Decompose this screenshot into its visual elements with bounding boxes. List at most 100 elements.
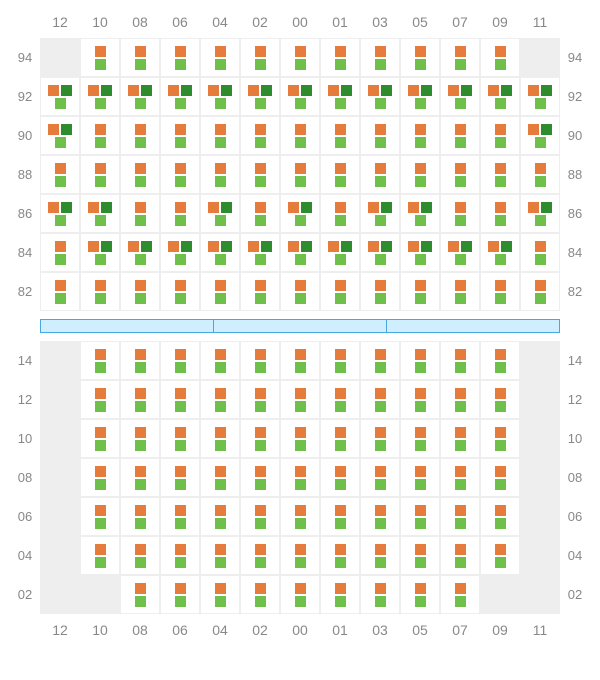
slot-cell[interactable] — [240, 497, 280, 536]
slot-cell[interactable] — [320, 116, 360, 155]
slot-cell[interactable] — [280, 575, 320, 614]
slot-cell[interactable] — [400, 575, 440, 614]
slot-cell[interactable] — [200, 458, 240, 497]
slot-cell[interactable] — [360, 497, 400, 536]
slot-cell[interactable] — [360, 536, 400, 575]
slot-cell[interactable] — [320, 77, 360, 116]
slot-cell[interactable] — [520, 341, 560, 380]
slot-cell[interactable] — [400, 497, 440, 536]
slot-cell[interactable] — [40, 536, 80, 575]
slot-cell[interactable] — [520, 419, 560, 458]
slot-cell[interactable] — [240, 77, 280, 116]
slot-cell[interactable] — [160, 341, 200, 380]
slot-cell[interactable] — [400, 38, 440, 77]
slot-cell[interactable] — [80, 272, 120, 311]
slot-cell[interactable] — [280, 77, 320, 116]
slot-cell[interactable] — [240, 272, 280, 311]
slot-cell[interactable] — [200, 380, 240, 419]
slot-cell[interactable] — [160, 272, 200, 311]
slot-cell[interactable] — [120, 341, 160, 380]
slot-cell[interactable] — [160, 116, 200, 155]
slot-cell[interactable] — [200, 497, 240, 536]
slot-cell[interactable] — [200, 575, 240, 614]
slot-cell[interactable] — [80, 536, 120, 575]
slot-cell[interactable] — [480, 116, 520, 155]
slot-cell[interactable] — [400, 272, 440, 311]
slot-cell[interactable] — [160, 575, 200, 614]
slot-cell[interactable] — [160, 194, 200, 233]
slot-cell[interactable] — [440, 233, 480, 272]
slot-cell[interactable] — [80, 77, 120, 116]
slot-cell[interactable] — [200, 419, 240, 458]
slot-cell[interactable] — [520, 458, 560, 497]
slot-cell[interactable] — [120, 116, 160, 155]
slot-cell[interactable] — [40, 575, 80, 614]
slot-cell[interactable] — [480, 38, 520, 77]
slot-cell[interactable] — [160, 536, 200, 575]
slot-cell[interactable] — [240, 536, 280, 575]
slot-cell[interactable] — [480, 497, 520, 536]
slot-cell[interactable] — [80, 233, 120, 272]
slot-cell[interactable] — [80, 194, 120, 233]
slot-cell[interactable] — [40, 341, 80, 380]
slot-cell[interactable] — [480, 536, 520, 575]
slot-cell[interactable] — [360, 233, 400, 272]
slot-cell[interactable] — [400, 155, 440, 194]
slot-cell[interactable] — [320, 155, 360, 194]
slot-cell[interactable] — [360, 341, 400, 380]
slot-cell[interactable] — [240, 341, 280, 380]
slot-cell[interactable] — [360, 458, 400, 497]
slot-cell[interactable] — [120, 458, 160, 497]
slot-cell[interactable] — [40, 458, 80, 497]
slot-cell[interactable] — [40, 272, 80, 311]
slot-cell[interactable] — [400, 77, 440, 116]
slot-cell[interactable] — [280, 155, 320, 194]
slot-cell[interactable] — [280, 272, 320, 311]
slot-cell[interactable] — [440, 536, 480, 575]
slot-cell[interactable] — [480, 341, 520, 380]
slot-cell[interactable] — [280, 536, 320, 575]
slot-cell[interactable] — [360, 575, 400, 614]
slot-cell[interactable] — [280, 194, 320, 233]
slot-cell[interactable] — [120, 536, 160, 575]
slot-cell[interactable] — [240, 575, 280, 614]
slot-cell[interactable] — [280, 116, 320, 155]
slot-cell[interactable] — [120, 575, 160, 614]
slot-cell[interactable] — [40, 155, 80, 194]
slot-cell[interactable] — [440, 272, 480, 311]
slot-cell[interactable] — [120, 38, 160, 77]
slot-cell[interactable] — [520, 77, 560, 116]
slot-cell[interactable] — [160, 77, 200, 116]
slot-cell[interactable] — [160, 458, 200, 497]
slot-cell[interactable] — [120, 380, 160, 419]
slot-cell[interactable] — [520, 233, 560, 272]
slot-cell[interactable] — [160, 233, 200, 272]
slot-cell[interactable] — [120, 233, 160, 272]
slot-cell[interactable] — [480, 233, 520, 272]
slot-cell[interactable] — [520, 38, 560, 77]
slot-cell[interactable] — [80, 458, 120, 497]
slot-cell[interactable] — [440, 575, 480, 614]
slot-cell[interactable] — [160, 38, 200, 77]
slot-cell[interactable] — [40, 77, 80, 116]
slot-cell[interactable] — [40, 194, 80, 233]
slot-cell[interactable] — [520, 536, 560, 575]
slot-cell[interactable] — [520, 272, 560, 311]
slot-cell[interactable] — [400, 116, 440, 155]
slot-cell[interactable] — [40, 419, 80, 458]
slot-cell[interactable] — [80, 38, 120, 77]
slot-cell[interactable] — [400, 536, 440, 575]
slot-cell[interactable] — [200, 536, 240, 575]
slot-cell[interactable] — [520, 194, 560, 233]
slot-cell[interactable] — [360, 155, 400, 194]
slot-cell[interactable] — [80, 341, 120, 380]
slot-cell[interactable] — [160, 380, 200, 419]
slot-cell[interactable] — [80, 497, 120, 536]
slot-cell[interactable] — [440, 497, 480, 536]
slot-cell[interactable] — [120, 194, 160, 233]
slot-cell[interactable] — [320, 536, 360, 575]
slot-cell[interactable] — [480, 575, 520, 614]
slot-cell[interactable] — [40, 38, 80, 77]
slot-cell[interactable] — [320, 497, 360, 536]
slot-cell[interactable] — [440, 341, 480, 380]
